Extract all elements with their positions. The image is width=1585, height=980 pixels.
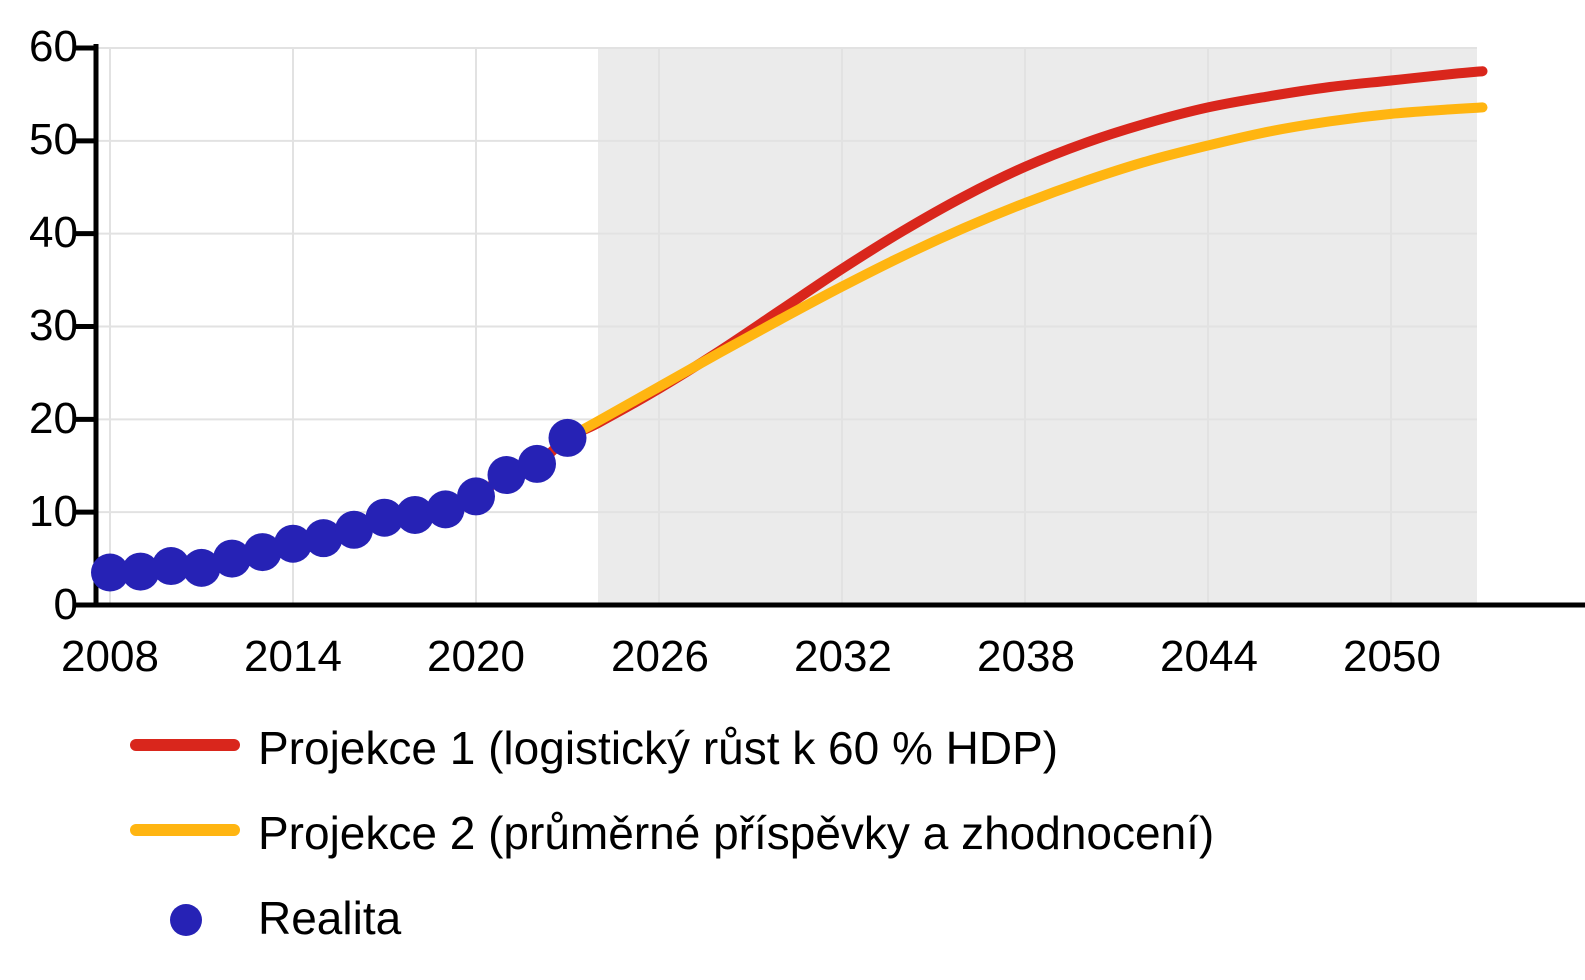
chart-canvas — [74, 44, 1585, 608]
data-point — [548, 418, 587, 457]
axes — [74, 44, 1585, 608]
data-point — [213, 539, 251, 578]
x-tick-label: 2026 — [611, 632, 709, 681]
x-tick-label: 2020 — [427, 632, 525, 681]
data-point — [121, 552, 160, 591]
series-scatter-realita — [91, 418, 587, 592]
data-point — [335, 510, 373, 549]
data-point — [182, 548, 221, 587]
x-tick-label: 2044 — [1160, 632, 1258, 681]
x-tick-label: 2050 — [1343, 632, 1441, 681]
data-point — [396, 495, 434, 534]
data-point — [518, 444, 556, 483]
y-tick-label: 0 — [53, 580, 78, 629]
data-point — [365, 498, 404, 537]
data-point — [457, 477, 495, 516]
y-tick-label: 10 — [29, 487, 78, 536]
data-point — [487, 456, 526, 495]
legend-item-projekce-1: Projekce 1 (logistický růst k 60 % HDP) — [0, 706, 1585, 791]
data-point — [426, 490, 465, 529]
data-point — [91, 553, 129, 592]
y-tick-label: 20 — [29, 394, 78, 443]
legend-item-label: Projekce 2 (průměrné příspěvky a zhodnoc… — [258, 807, 1215, 859]
data-point — [243, 533, 282, 572]
gridlines — [98, 47, 1477, 605]
data-point — [274, 524, 312, 563]
data-point — [304, 519, 343, 558]
series-line-2 — [562, 102, 1488, 443]
data-point — [152, 547, 190, 586]
legend-item-label: Projekce 1 (logistický růst k 60 % HDP) — [258, 722, 1059, 774]
y-tick-label: 30 — [29, 301, 78, 350]
legend-item-label: Realita — [258, 892, 402, 944]
line-swatch-icon — [130, 739, 240, 751]
x-tick-label: 2032 — [794, 632, 892, 681]
legend-item-realita: Realita — [0, 876, 1585, 961]
y-tick-label: 40 — [29, 208, 78, 257]
x-tick-label: 2014 — [244, 632, 342, 681]
plot-area — [74, 44, 1585, 608]
legend-item-projekce-2: Projekce 2 (průměrné příspěvky a zhodnoc… — [0, 791, 1585, 876]
x-tick-label: 2008 — [61, 632, 159, 681]
chart-legend: Projekce 1 (logistický růst k 60 % HDP) … — [0, 706, 1585, 961]
y-tick-label: 60 — [29, 22, 78, 71]
y-tick-label: 50 — [29, 115, 78, 164]
dot-swatch-icon — [170, 904, 202, 936]
x-tick-label: 2038 — [977, 632, 1075, 681]
line-swatch-icon — [130, 824, 240, 836]
